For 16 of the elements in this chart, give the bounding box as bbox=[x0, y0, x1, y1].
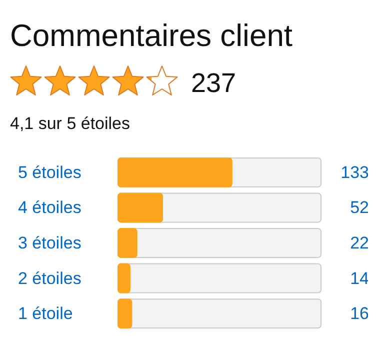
y-tick-label: 1 étoile bbox=[18, 304, 73, 324]
text: 4,1 sur 5 étoiles bbox=[10, 114, 130, 133]
y-tick-label: 3 étoiles bbox=[18, 234, 82, 252]
bar bbox=[118, 228, 138, 258]
chart-title: Commentaires client bbox=[10, 18, 293, 53]
bar bbox=[118, 192, 164, 223]
bar bbox=[118, 298, 132, 328]
bar bbox=[118, 263, 130, 294]
data-label: 133 bbox=[340, 162, 369, 182]
y-tick-label: 4 étoiles bbox=[18, 198, 82, 218]
text: 237 bbox=[191, 68, 236, 98]
data-label: 22 bbox=[350, 234, 369, 252]
data-label: 52 bbox=[350, 198, 369, 218]
data-label: 16 bbox=[350, 304, 369, 324]
y-tick-label: 5 étoiles bbox=[18, 162, 82, 182]
y-tick-label: 2 étoiles bbox=[18, 268, 82, 288]
